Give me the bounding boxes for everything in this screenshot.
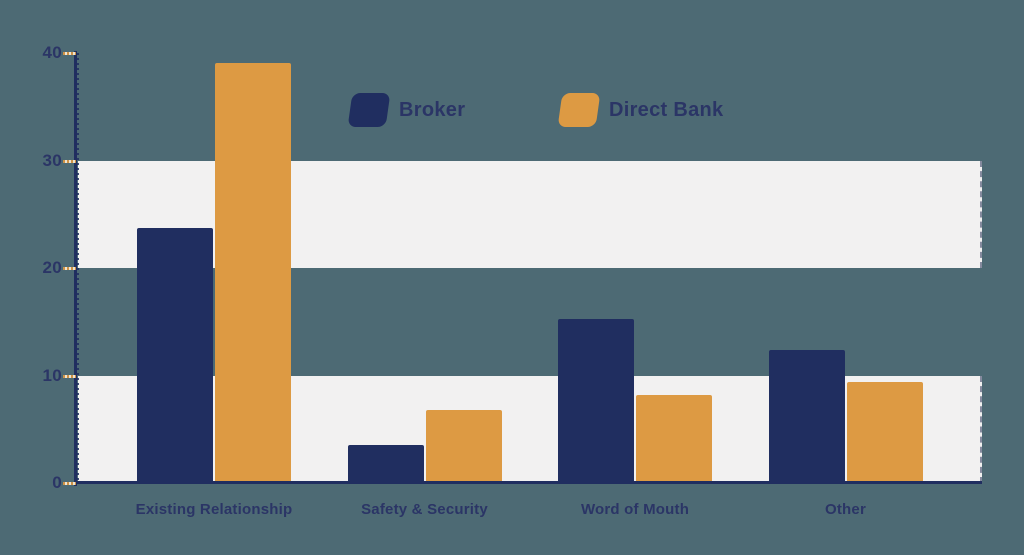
bar-broker	[347, 445, 424, 483]
y-tick-label: 40	[42, 43, 62, 62]
category-label: Safety & Security	[361, 501, 488, 518]
bar-direct-bank	[846, 381, 923, 483]
category-label: Existing Relationship	[135, 501, 293, 518]
axis-minor-ticks	[77, 53, 79, 483]
bar-direct-bank	[636, 394, 712, 483]
y-tick-label: 20	[42, 258, 62, 277]
y-tick-label: 10	[42, 365, 62, 385]
legend-label-broker: Broker	[399, 98, 466, 121]
category-label: Other	[824, 501, 866, 518]
grid-band	[78, 160, 982, 268]
bar-direct-bank	[425, 409, 502, 483]
y-tick-label: 30	[42, 150, 62, 170]
bar-broker	[768, 349, 845, 483]
legend-label-direct-bank: Direct Bank	[609, 98, 724, 121]
legend-color-swatch-direct-bank	[557, 93, 601, 127]
y-tick-label: 0	[52, 473, 62, 492]
y-tick-mark	[63, 52, 76, 55]
bar-broker	[137, 228, 213, 483]
bar-direct-bank	[215, 62, 291, 483]
bar-broker	[558, 318, 634, 483]
y-tick-mark	[63, 159, 76, 163]
x-axis-line	[74, 481, 982, 484]
y-tick-mark	[63, 267, 76, 270]
y-tick-mark	[63, 374, 76, 378]
legend-color-swatch-broker	[347, 93, 391, 127]
y-tick-mark	[63, 482, 76, 485]
category-label: Word of Mouth	[580, 501, 690, 518]
legend-item-direct-bank: Direct Bank	[557, 93, 724, 127]
legend-item-broker: Broker	[347, 93, 466, 127]
